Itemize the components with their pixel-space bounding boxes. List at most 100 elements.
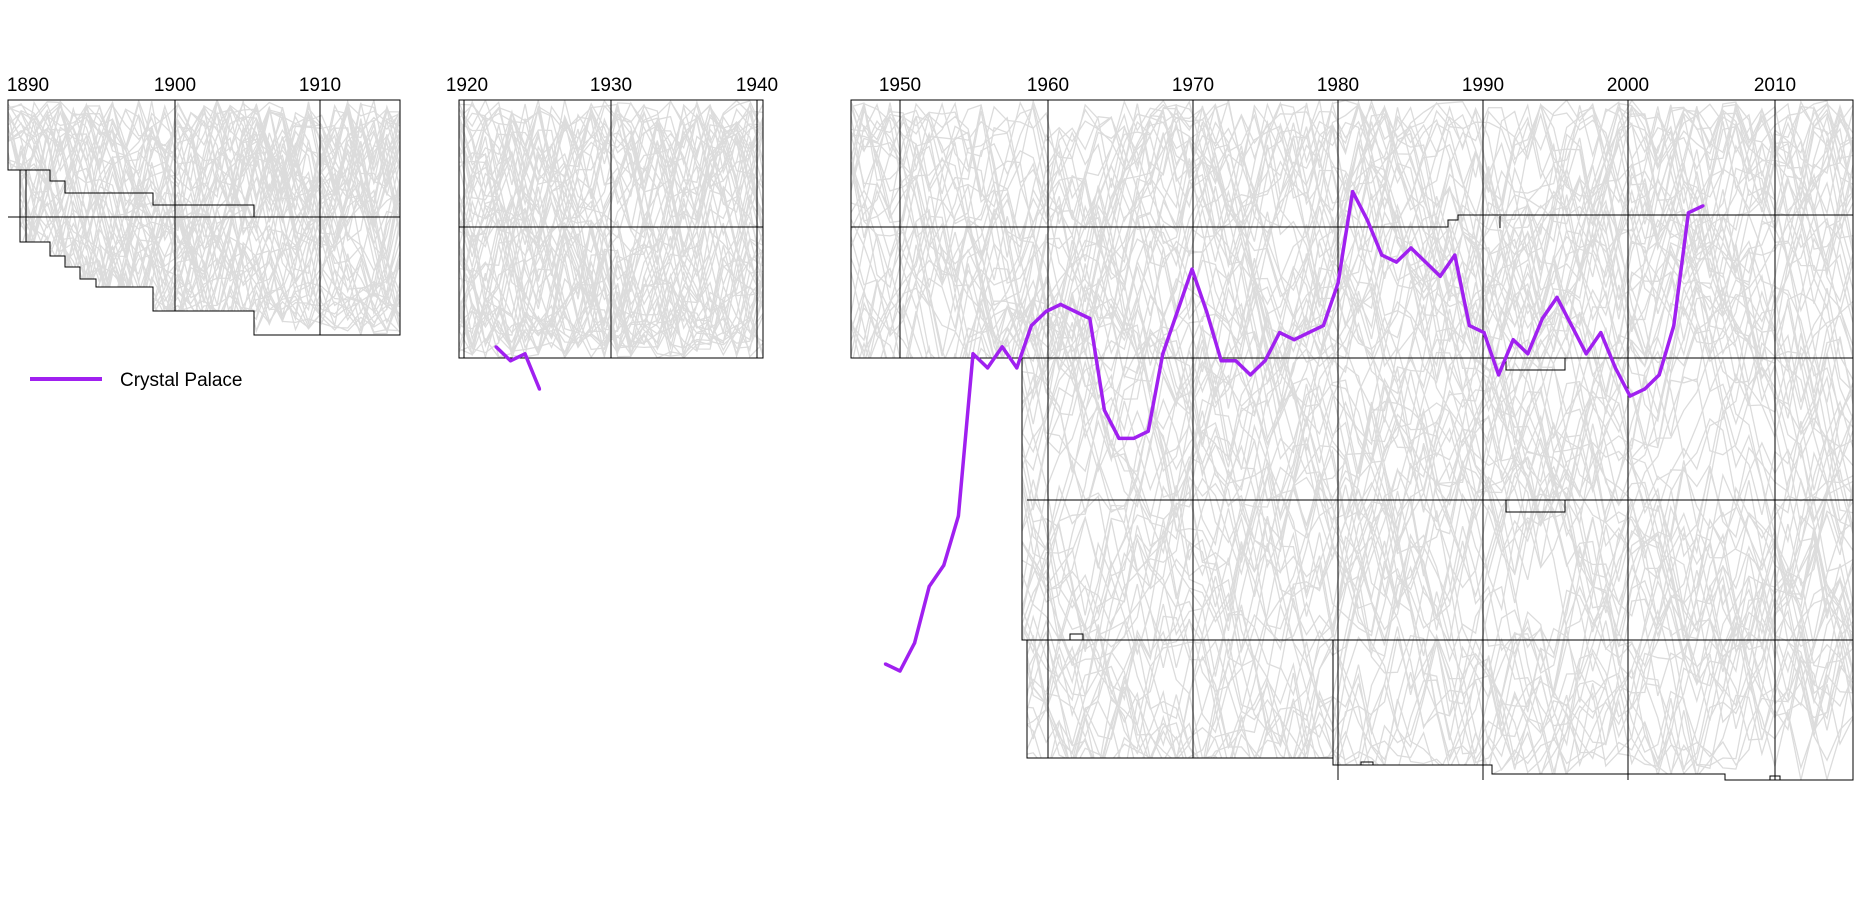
background-club-line-0-50 <box>8 106 401 240</box>
x-tick-label: 1960 <box>1027 75 1069 96</box>
background-club-line-0-46 <box>8 103 401 333</box>
series-point-crystal-palace <box>1059 302 1063 306</box>
series-point-crystal-palace <box>1161 352 1165 356</box>
series-point-crystal-palace <box>1497 373 1501 377</box>
x-tick-label: 1900 <box>154 75 196 96</box>
background-club-line-0-47 <box>8 104 401 328</box>
series-point-crystal-palace <box>1248 373 1252 377</box>
background-club-line-0-56 <box>8 124 401 324</box>
series-point-crystal-palace <box>1321 324 1325 328</box>
division-boundary-12 <box>1505 358 1566 371</box>
x-tick-label: 1970 <box>1172 75 1214 96</box>
series-point-crystal-palace <box>1336 281 1340 285</box>
background-club-line-2-73 <box>850 104 1853 580</box>
background-club-line-0-54 <box>8 103 401 335</box>
background-club-line-2-58 <box>850 100 1853 496</box>
x-tick-label: 1990 <box>1462 75 1504 96</box>
series-point-crystal-palace <box>1613 366 1617 370</box>
legend-label: Crystal Palace <box>120 370 243 391</box>
series-point-crystal-palace <box>1643 387 1647 391</box>
series-point-crystal-palace <box>927 584 931 589</box>
series-point-crystal-palace <box>1044 309 1048 314</box>
series-point-crystal-palace <box>1234 359 1238 363</box>
series-point-crystal-palace <box>1453 253 1457 257</box>
series-point-crystal-palace <box>971 352 975 356</box>
series-point-crystal-palace <box>1424 260 1428 264</box>
series-point-crystal-palace <box>1263 359 1267 363</box>
x-tick-label: 1920 <box>446 75 488 96</box>
series-point-crystal-palace <box>913 641 917 645</box>
series-point-crystal-palace <box>1672 324 1676 328</box>
background-club-line-0-21 <box>8 101 401 327</box>
background-club-line-2-49 <box>850 102 1853 301</box>
series-point-crystal-palace <box>1175 309 1179 314</box>
series-point-crystal-palace <box>898 669 902 673</box>
series-point-crystal-palace <box>494 345 498 349</box>
series-point-crystal-palace <box>1628 394 1632 398</box>
series-point-crystal-palace <box>537 387 542 391</box>
series-point-crystal-palace <box>1584 352 1588 356</box>
series-point-crystal-palace <box>1029 324 1033 328</box>
background-club-line-2-82 <box>850 121 1853 627</box>
x-tick-label: 1950 <box>879 75 921 96</box>
panel-frame-2 <box>458 99 764 359</box>
background-club-line-0-22 <box>8 115 401 332</box>
series-line-crystal-palace <box>494 345 542 390</box>
background-club-line-0-38 <box>8 101 401 300</box>
series-point-crystal-palace <box>1292 338 1296 342</box>
series-point-crystal-palace <box>1482 331 1486 335</box>
background-club-line-2-0 <box>850 100 1853 409</box>
series-point-crystal-palace <box>1409 246 1413 250</box>
background-club-line-2-84 <box>850 100 1853 400</box>
series-point-crystal-palace <box>956 514 961 518</box>
legend: Crystal Palace <box>30 370 243 391</box>
division-boundary-15 <box>1360 761 1374 765</box>
x-axis-tick-labels: 1890 1900 1910 1920 1930 1940 1950 1960 1970 1980… <box>7 75 1796 96</box>
series-point-crystal-palace <box>1073 309 1077 314</box>
series-point-crystal-palace <box>1511 338 1515 342</box>
division-frames <box>7 99 1854 781</box>
panel-frame-3 <box>850 99 1854 781</box>
x-tick-label: 1890 <box>7 75 49 96</box>
series-point-crystal-palace <box>1015 366 1019 370</box>
series-point-crystal-palace <box>1701 204 1705 208</box>
background-club-line-0-25 <box>8 106 401 265</box>
background-club-line-2-48 <box>850 115 1853 663</box>
series-point-crystal-palace <box>1570 324 1574 328</box>
background-club-line-0-34 <box>8 104 401 316</box>
background-club-line-2-5 <box>850 100 1853 332</box>
highlight-series-layer <box>494 189 1705 673</box>
background-clubs-lines <box>8 100 1853 780</box>
series-point-crystal-palace <box>1278 331 1282 335</box>
series-point-crystal-palace <box>1117 436 1121 440</box>
series-point-crystal-palace <box>1351 190 1355 194</box>
series-point-crystal-palace <box>942 563 946 567</box>
division-boundary-14 <box>1069 633 1084 640</box>
series-point-crystal-palace <box>523 352 527 356</box>
background-club-line-2-85 <box>850 101 1853 383</box>
series-point-crystal-palace <box>1307 331 1311 335</box>
series-point-crystal-palace <box>1599 331 1603 335</box>
background-club-line-2-56 <box>850 279 1853 777</box>
series-point-crystal-palace <box>1686 211 1690 215</box>
series-point-crystal-palace <box>1394 260 1398 264</box>
background-club-line-0-49 <box>8 101 401 284</box>
series-point-crystal-palace <box>1102 408 1106 412</box>
background-club-line-0-32 <box>8 112 401 321</box>
series-point-crystal-palace <box>883 662 888 666</box>
background-club-line-2-72 <box>850 281 1853 667</box>
series-point-crystal-palace <box>1540 316 1544 321</box>
x-tick-label: 2000 <box>1607 75 1649 96</box>
series-point-crystal-palace <box>1146 429 1150 433</box>
series-point-crystal-palace <box>1555 295 1559 299</box>
series-point-crystal-palace <box>1365 218 1369 222</box>
series-point-crystal-palace <box>508 359 513 363</box>
x-tick-label: 1980 <box>1317 75 1359 96</box>
series-point-crystal-palace <box>1088 316 1092 321</box>
division-boundary-1 <box>20 169 255 217</box>
background-club-line-0-40 <box>8 105 401 315</box>
series-point-crystal-palace <box>1467 324 1471 328</box>
background-club-line-2-51 <box>850 103 1853 437</box>
background-lines-group <box>8 100 1853 780</box>
